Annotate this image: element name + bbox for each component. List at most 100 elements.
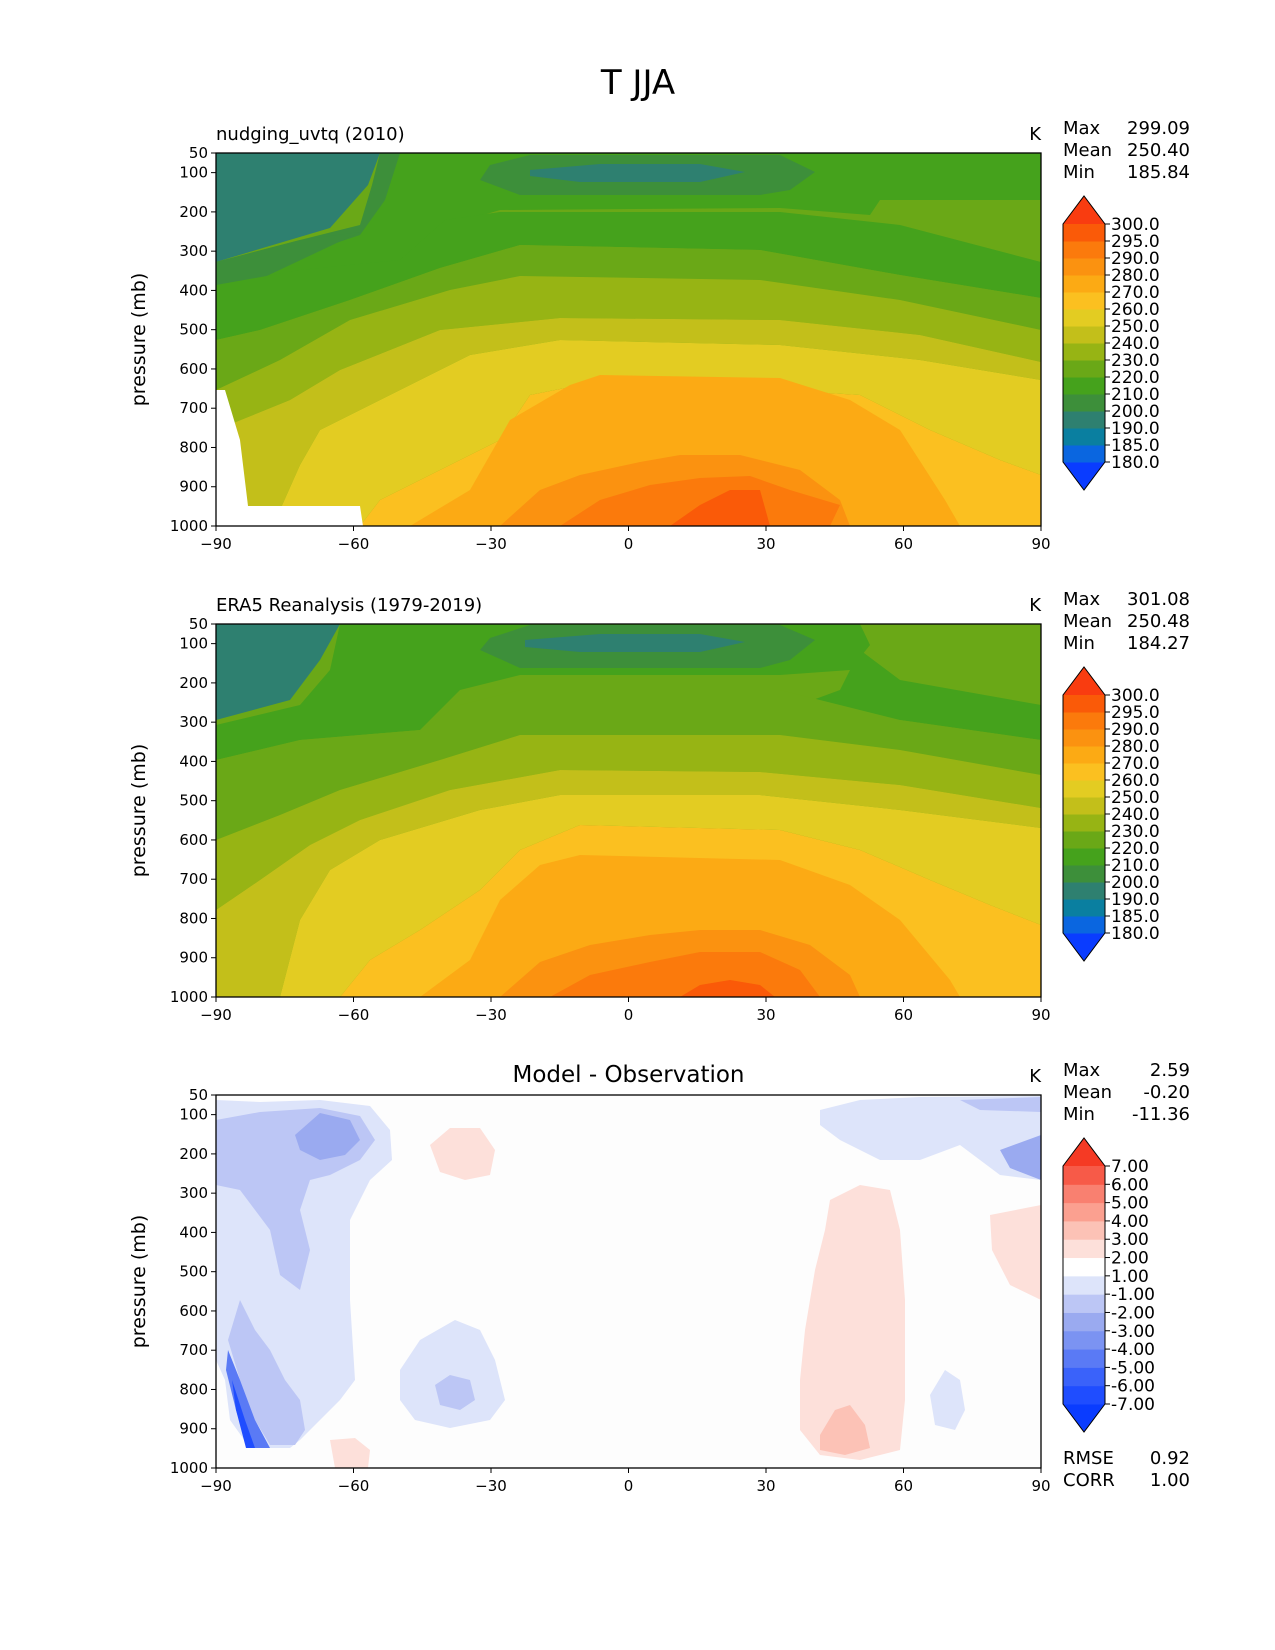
colorbar-level-label: 2.00 xyxy=(1111,1249,1149,1269)
xtick-label: −30 xyxy=(475,1006,507,1024)
colorbar-band xyxy=(1063,797,1105,815)
ytick-label: 1000 xyxy=(170,988,208,1006)
colorbar-band xyxy=(1063,292,1105,310)
colorbar-level-label: 6.00 xyxy=(1111,1175,1149,1195)
colorbar-extend-high xyxy=(1063,196,1105,224)
model-band-220 xyxy=(216,212,1041,340)
panel-difference: Model - Observation K pressure (mb) 50 10… xyxy=(128,1060,1190,1495)
xtick-label: 90 xyxy=(1031,1477,1050,1495)
colorbar-level-label: 250.0 xyxy=(1111,317,1160,337)
diff-title: Model - Observation xyxy=(512,1062,744,1088)
colorbar-extend-high xyxy=(1063,667,1105,695)
colorbar-band xyxy=(1063,831,1105,849)
ytick-label: 900 xyxy=(179,478,208,496)
xtick-label: 0 xyxy=(624,1477,634,1495)
diff-stat-max-label: Max xyxy=(1063,1060,1101,1081)
colorbar-level-label: 7.00 xyxy=(1111,1157,1149,1177)
obs-band-200-west xyxy=(216,624,340,720)
colorbar-level-label: 290.0 xyxy=(1111,249,1160,269)
obs-stat-min-label: Min xyxy=(1063,633,1095,654)
colorbar-band xyxy=(1063,882,1105,900)
colorbar-level-label: 210.0 xyxy=(1111,856,1160,876)
colorbar-level-label: 1.00 xyxy=(1111,1267,1149,1287)
ytick-label: 300 xyxy=(179,1184,208,1202)
colorbar-level-label: 190.0 xyxy=(1111,890,1160,910)
model-band-210-center xyxy=(216,153,1041,300)
xtick-label: −30 xyxy=(475,1477,507,1495)
colorbar-level-label: -3.00 xyxy=(1111,1322,1155,1342)
diff-band-neg2-ne xyxy=(960,1097,1041,1112)
xtick-label: 90 xyxy=(1031,1006,1050,1024)
diff-rmse-label: RMSE xyxy=(1063,1448,1114,1469)
colorbar-band xyxy=(1063,1294,1105,1313)
obs-band-240 xyxy=(216,735,1041,910)
colorbar-level-label: -6.00 xyxy=(1111,1377,1155,1397)
ytick-label: 500 xyxy=(179,792,208,810)
colorbar-level-label: 220.0 xyxy=(1111,839,1160,859)
colorbar-level-label: 180.0 xyxy=(1111,453,1160,473)
colorbar-band xyxy=(1063,343,1105,361)
colorbar-band xyxy=(1063,899,1105,917)
obs-yticks: 50 100 200 300 400 500 600 700 800 900 1000 xyxy=(170,615,216,1006)
colorbar-level-label: 260.0 xyxy=(1111,300,1160,320)
obs-xticks: −90 −60 −30 0 30 60 90 xyxy=(200,997,1051,1024)
model-band-230 xyxy=(216,245,1041,390)
xtick-label: −90 xyxy=(200,1477,232,1495)
ytick-label: 50 xyxy=(189,1086,208,1104)
colorbar-level-label: -7.00 xyxy=(1111,1395,1155,1415)
model-stat-min-value: 185.84 xyxy=(1127,162,1190,183)
ytick-label: 100 xyxy=(179,164,208,182)
colorbar-extend-high xyxy=(1063,1138,1105,1166)
ytick-label: 500 xyxy=(179,321,208,339)
ytick-label: 600 xyxy=(179,1302,208,1320)
diff-band-neg2-sw xyxy=(228,1300,305,1445)
xtick-label: −60 xyxy=(338,1006,370,1024)
colorbar-level-label: 270.0 xyxy=(1111,754,1160,774)
colorbar-band xyxy=(1063,309,1105,327)
ytick-label: 300 xyxy=(179,242,208,260)
diff-corr-value: 1.00 xyxy=(1150,1470,1190,1491)
diff-stat-min-label: Min xyxy=(1063,1104,1095,1125)
colorbar-band xyxy=(1063,729,1105,747)
model-stat-max-label: Max xyxy=(1063,118,1101,139)
xtick-label: −90 xyxy=(200,1006,232,1024)
ytick-label: 800 xyxy=(179,438,208,456)
colorbar-band xyxy=(1063,275,1105,293)
colorbar-band xyxy=(1063,746,1105,764)
colorbar-level-label: 240.0 xyxy=(1111,805,1160,825)
colorbar-extend-low xyxy=(1063,462,1105,490)
model-stat-max-value: 299.09 xyxy=(1127,118,1190,139)
colorbar-band xyxy=(1063,763,1105,781)
obs-stat-max-value: 301.08 xyxy=(1127,589,1190,610)
xtick-label: −90 xyxy=(200,535,232,553)
colorbar-band xyxy=(1063,865,1105,883)
diff-stat-mean-label: Mean xyxy=(1063,1082,1112,1103)
obs-stat-mean-label: Mean xyxy=(1063,611,1112,632)
ytick-label: 50 xyxy=(189,615,208,633)
colorbar-band xyxy=(1063,712,1105,730)
model-contour-field xyxy=(216,153,1041,526)
colorbar-level-label: 230.0 xyxy=(1111,822,1160,842)
colorbar-level-label: 185.0 xyxy=(1111,907,1160,927)
colorbar-band xyxy=(1063,1275,1105,1295)
diff-band-neg3-mid xyxy=(435,1375,475,1410)
ytick-label: 100 xyxy=(179,1106,208,1124)
xtick-label: 30 xyxy=(756,535,775,553)
ytick-label: 1000 xyxy=(170,1459,208,1477)
ytick-label: 700 xyxy=(179,1341,208,1359)
diff-band-neg1-ne xyxy=(820,1096,1041,1180)
model-band-300 xyxy=(670,490,770,526)
model-xticks: −90 −60 −30 0 30 60 90 xyxy=(200,526,1051,553)
model-band-240 xyxy=(216,276,1041,430)
diff-band-neg7-sw xyxy=(232,1380,255,1448)
colorbar-band xyxy=(1063,780,1105,798)
colorbar-band xyxy=(1063,1367,1105,1387)
diff-stat-min-value: -11.36 xyxy=(1132,1104,1190,1125)
model-yticks: 50 100 200 300 400 500 600 700 800 900 1000 xyxy=(170,144,216,535)
colorbar-level-label: 230.0 xyxy=(1111,351,1160,371)
colorbar-level-label: 300.0 xyxy=(1111,686,1160,706)
xtick-label: 60 xyxy=(894,1006,913,1024)
model-band-190-jet xyxy=(530,164,745,182)
diff-contour-field xyxy=(216,1095,1041,1468)
